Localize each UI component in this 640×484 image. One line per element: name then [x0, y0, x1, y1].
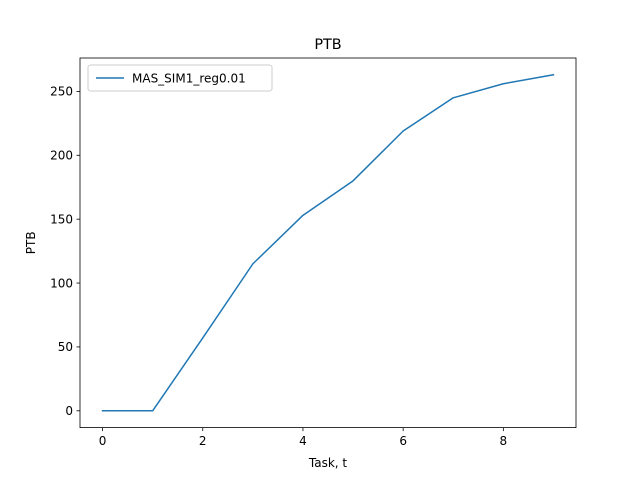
y-axis: 0 50 100 150 200 250: [50, 85, 80, 418]
x-axis: 0 2 4 6 8: [99, 427, 508, 448]
legend-label: MAS_SIM1_reg0.01: [132, 71, 246, 85]
y-axis-label: PTB: [24, 231, 38, 254]
y-tick-label: 250: [50, 85, 73, 99]
x-tick-label: 2: [199, 434, 207, 448]
legend-box: [87, 64, 273, 92]
chart-title: PTB: [314, 37, 341, 53]
y-tick-label: 100: [50, 276, 73, 290]
x-tick-label: 8: [500, 434, 508, 448]
plot-frame: [79, 57, 577, 429]
x-tick-label: 4: [299, 434, 307, 448]
x-tick-label: 6: [399, 434, 407, 448]
x-axis-label: Task, t: [308, 456, 348, 470]
y-tick-label: 50: [58, 340, 73, 354]
y-tick-label: 0: [65, 404, 73, 418]
plot-area: [101, 73, 555, 412]
y-tick-label: 200: [50, 149, 73, 163]
y-tick-label: 150: [50, 212, 73, 226]
legend: MAS_SIM1_reg0.01: [87, 64, 273, 92]
series-line-0: [101, 73, 555, 412]
x-tick-label: 0: [99, 434, 107, 448]
